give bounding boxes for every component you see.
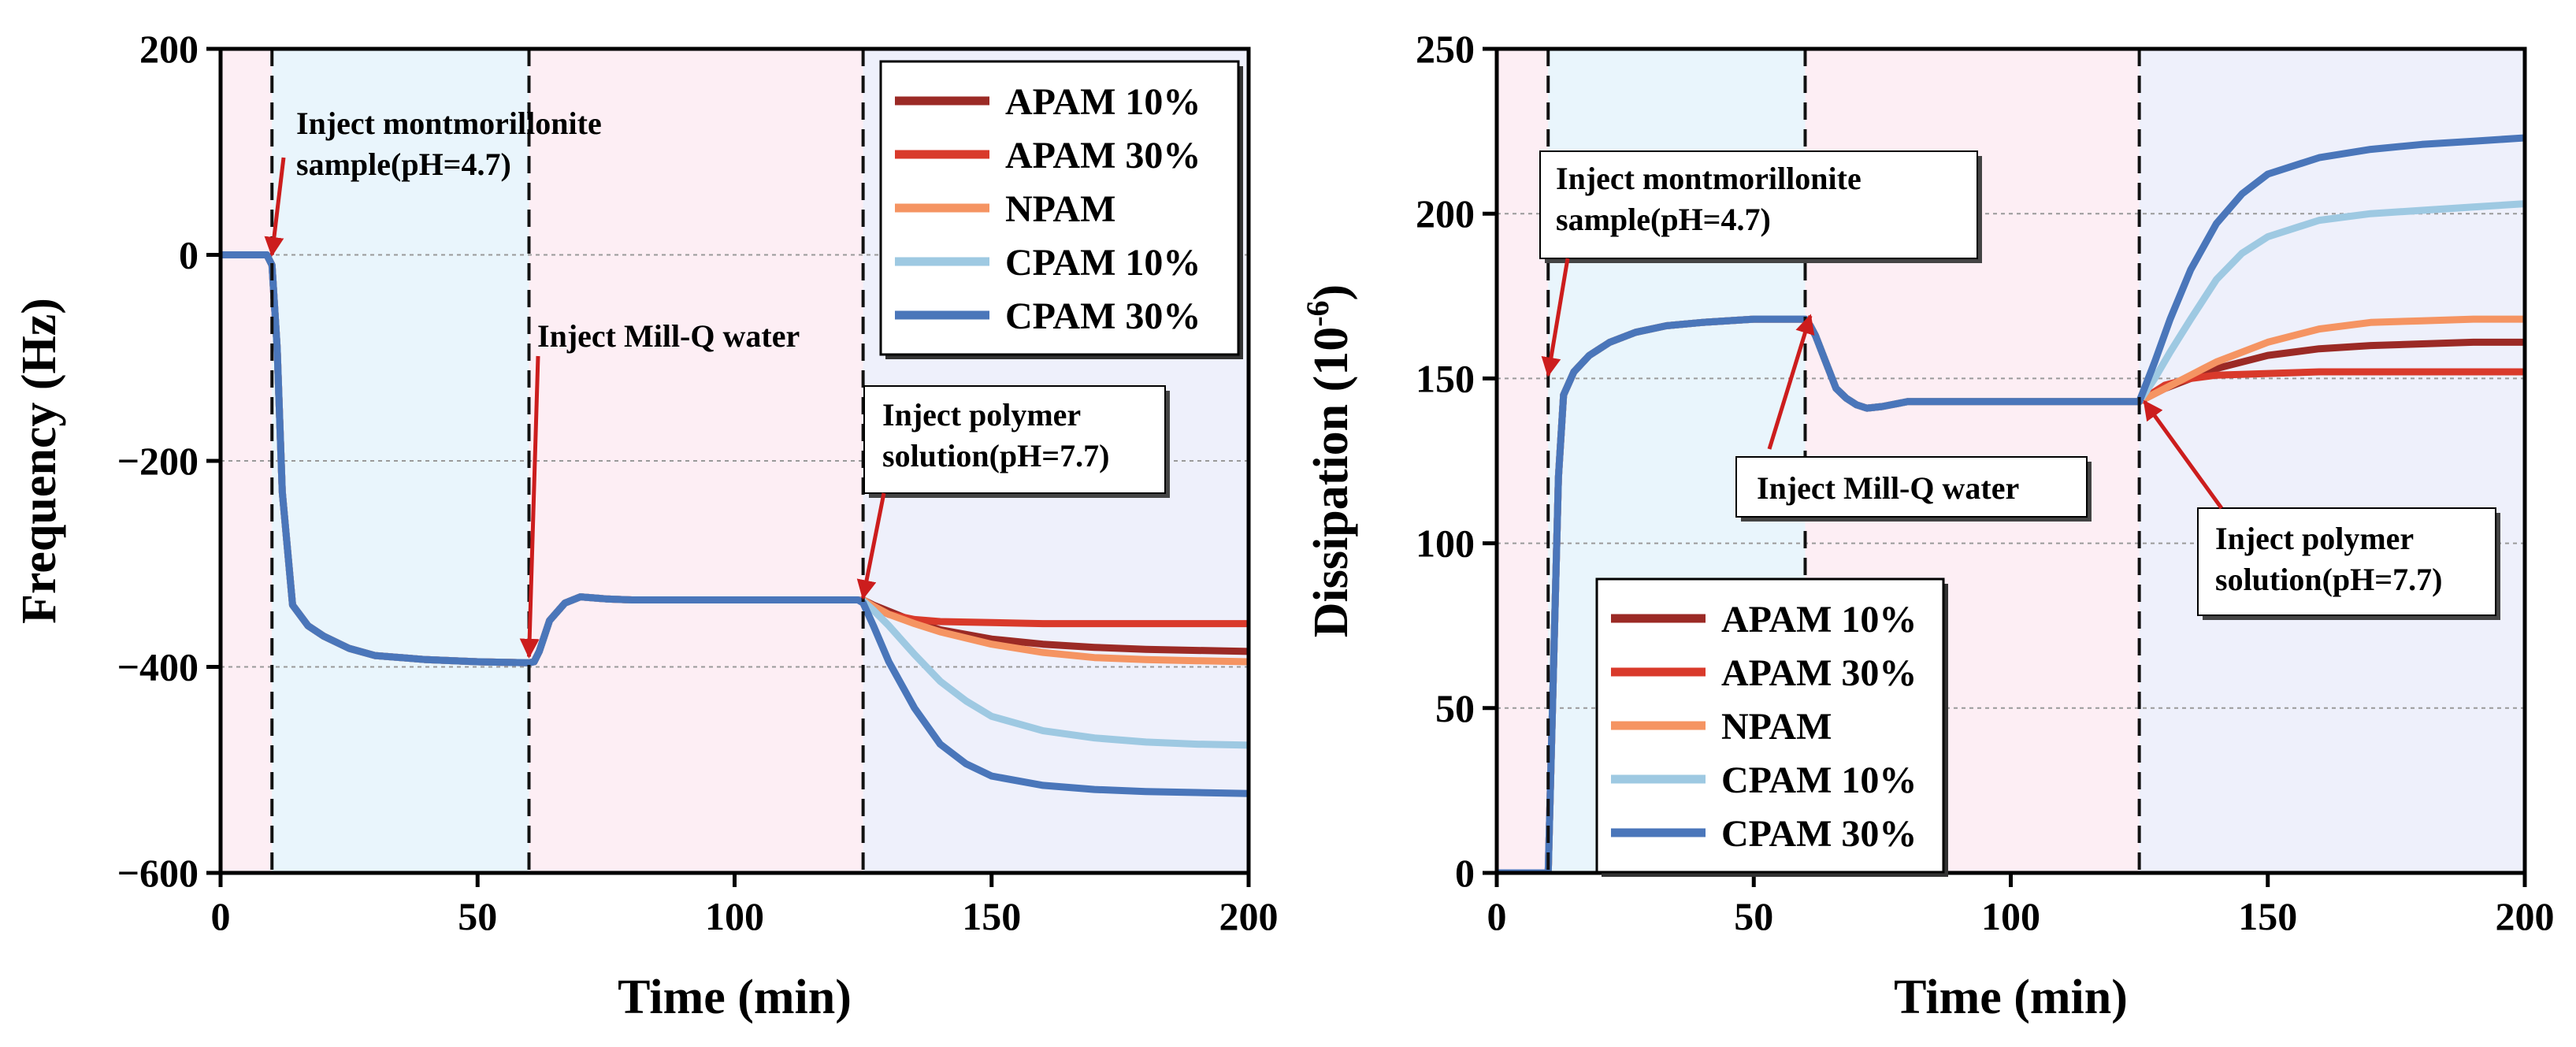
legend: APAM 10% APAM 30% NPAM CPAM 10% CPAM 30% xyxy=(879,60,1243,359)
y-tick-label: −400 xyxy=(117,645,199,689)
series-line-cpam-30pct xyxy=(221,251,1249,797)
annotation-arrow xyxy=(1541,258,1570,377)
y-axis-title-main: Frequency (Hz) xyxy=(13,298,66,624)
y-tick-label: 100 xyxy=(1416,522,1475,566)
legend-label-cpam-10pct: CPAM 10% xyxy=(1721,759,1917,801)
annotation-2: Inject Mill-Q water xyxy=(1735,314,2092,522)
series-group xyxy=(221,251,1249,797)
annotation-2: Inject Mill-Q water xyxy=(519,318,800,659)
x-tick-label: 0 xyxy=(1487,894,1507,938)
legend-label-npam: NPAM xyxy=(1721,706,1832,748)
annotation-text: sample(pH=4.7) xyxy=(1556,202,1771,237)
legend-label-apam-30pct: APAM 30% xyxy=(1721,652,1917,694)
annotation-box xyxy=(2197,507,2496,616)
x-tick-label: 50 xyxy=(1734,894,1773,938)
legend-label-cpam-30pct: CPAM 30% xyxy=(1005,295,1201,337)
series-group xyxy=(1497,134,2525,873)
x-tick-label: 150 xyxy=(962,894,1021,938)
legend-label-apam-10pct: APAM 10% xyxy=(1005,81,1201,123)
annotation-text: Inject polymer xyxy=(882,397,1081,433)
y-axis-title: Frequency (Hz) xyxy=(13,298,66,624)
annotation-1: Inject montmorillonite sample(pH=4.7) xyxy=(264,106,602,257)
legend-box xyxy=(879,60,1240,356)
annotation-arrow xyxy=(519,355,540,659)
x-axis-title: Time (min) xyxy=(1894,971,2128,1024)
x-tick-label: 100 xyxy=(1981,894,2040,938)
annotation-arrow xyxy=(856,492,886,600)
dissipation-chart: 0 50 100 150 200 0 50 100 150 200 250 Time (min) Dis… xyxy=(1300,27,2555,1024)
y-axis-title-main: Dissipation (10 xyxy=(1305,327,1358,637)
phase-region-4 xyxy=(2139,49,2525,873)
x-tick-label: 150 xyxy=(2238,894,2297,938)
y-tick-label: 0 xyxy=(1455,851,1475,895)
series-line-cpam-30pct xyxy=(1497,134,2525,873)
x-tick-label: 200 xyxy=(1219,894,1279,938)
annotation-text: solution(pH=7.7) xyxy=(882,438,1109,473)
y-tick-label: 200 xyxy=(1416,191,1475,236)
annotation-1: Inject montmorillonite sample(pH=4.7) xyxy=(1539,150,1982,377)
legend-label-cpam-10pct: CPAM 10% xyxy=(1005,242,1201,284)
y-tick-label: 250 xyxy=(1416,27,1475,71)
frequency-chart: 0 50 100 150 200 −600 −400 −200 0 200 Time (min) Fr… xyxy=(13,27,1279,1024)
annotation-arrow xyxy=(2143,399,2224,510)
annotation-text: Inject montmorillonite xyxy=(296,106,602,141)
annotation-text: Inject montmorillonite xyxy=(1556,161,1861,196)
annotation-text: Inject polymer xyxy=(2215,521,2414,556)
annotation-arrow xyxy=(1767,314,1815,450)
annotation-box xyxy=(1735,456,2088,518)
y-axis-title-exponent: -6 xyxy=(1300,300,1335,326)
legend-label-apam-30pct: APAM 30% xyxy=(1005,135,1201,176)
annotation-box xyxy=(1539,150,1978,259)
annotation-text: sample(pH=4.7) xyxy=(296,147,511,182)
y-axis-title: Dissipation (10-6) xyxy=(1300,284,1358,637)
x-tick-label: 0 xyxy=(211,894,231,938)
phase-region-2 xyxy=(272,49,529,873)
x-tick-label: 100 xyxy=(705,894,764,938)
annotation-text: Inject Mill-Q water xyxy=(537,318,800,354)
legend-label-cpam-30pct: CPAM 30% xyxy=(1721,813,1917,855)
y-tick-label: 50 xyxy=(1435,686,1475,730)
y-tick-label: −200 xyxy=(117,439,199,483)
y-tick-label: 200 xyxy=(139,27,199,71)
legend-label-apam-10pct: APAM 10% xyxy=(1721,599,1917,640)
x-tick-label: 50 xyxy=(458,894,497,938)
legend: APAM 10% APAM 30% NPAM CPAM 10% CPAM 30% xyxy=(1595,577,1948,877)
legend-label-npam: NPAM xyxy=(1005,188,1115,230)
y-tick-label: 150 xyxy=(1416,356,1475,400)
annotation-3: Inject polymer solution(pH=7.7) xyxy=(856,385,1170,600)
annotation-arrow xyxy=(264,157,286,257)
annotation-text: solution(pH=7.7) xyxy=(2215,562,2442,597)
x-tick-label: 200 xyxy=(2496,894,2555,938)
x-axis-title: Time (min) xyxy=(618,971,852,1024)
y-axis-title-suffix: ) xyxy=(1305,284,1358,301)
annotation-3: Inject polymer solution(pH=7.7) xyxy=(2143,399,2500,620)
annotation-text: Inject Mill-Q water xyxy=(1757,470,2019,506)
annotation-box xyxy=(863,385,1166,494)
y-tick-label: 0 xyxy=(179,233,199,277)
y-tick-label: −600 xyxy=(117,851,199,895)
